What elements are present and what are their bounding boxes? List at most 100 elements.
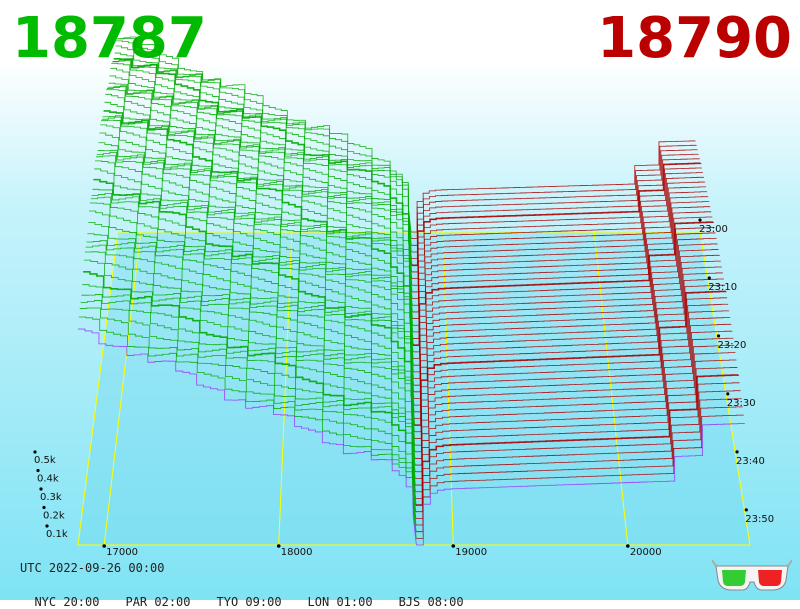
timezone-tyo: TYO 09:00 bbox=[216, 595, 282, 609]
ask-depth-line bbox=[411, 162, 702, 267]
ask-depth-line bbox=[411, 176, 705, 286]
ask-depth-line bbox=[414, 284, 725, 419]
ask-depth-line bbox=[416, 414, 744, 539]
ask-depth-line bbox=[412, 216, 713, 339]
ask-depth-line bbox=[411, 167, 702, 273]
bid-depth-line bbox=[114, 52, 412, 259]
bid-depth-line bbox=[88, 221, 416, 466]
bid-depth-line bbox=[115, 45, 412, 253]
time-tick-label: 23:10 bbox=[708, 282, 737, 293]
chart-frame bbox=[77, 231, 751, 546]
bid-depth-line bbox=[111, 63, 413, 286]
ask-depth-line bbox=[413, 232, 716, 359]
bid-depth-line bbox=[112, 59, 413, 272]
ask-depth-line bbox=[412, 191, 708, 306]
bid-depth-line bbox=[78, 316, 417, 539]
bid-depth-line bbox=[96, 152, 415, 399]
ask-depth-line bbox=[414, 278, 724, 413]
volume-tick-label: 0.3k bbox=[40, 492, 62, 503]
bid-depth-line bbox=[84, 251, 416, 492]
ask-depth-line bbox=[414, 297, 728, 433]
ask-depth-line bbox=[412, 186, 707, 299]
ask-depth-line bbox=[413, 249, 719, 379]
ask-depth-line bbox=[412, 206, 711, 326]
time-tick-label: 23:00 bbox=[699, 224, 728, 235]
ask-depth-line bbox=[411, 153, 699, 253]
timezone-list: NYC 20:00 PAR 02:00 TYO 09:00 LON 01:00 BJS … bbox=[20, 581, 490, 609]
bid-depth-line bbox=[101, 116, 414, 359]
timezone-nyc: NYC 20:00 bbox=[34, 595, 100, 609]
ask-depth-series bbox=[411, 140, 745, 546]
bid-depth-line bbox=[100, 124, 414, 372]
ask-depth-line bbox=[415, 359, 737, 493]
ask-depth-line bbox=[411, 158, 700, 260]
bid-depth-series bbox=[78, 36, 417, 546]
ask-depth-line bbox=[414, 317, 731, 453]
ask-depth-line bbox=[413, 227, 715, 353]
bid-depth-line bbox=[100, 119, 414, 366]
volume-tick-label: 0.5k bbox=[34, 455, 56, 466]
price-tick-label: 17000 bbox=[106, 547, 138, 558]
volume-tick-mark bbox=[36, 468, 40, 473]
volume-tick-label: 0.4k bbox=[37, 474, 59, 485]
time-tick-mark bbox=[726, 392, 730, 396]
ask-depth-line bbox=[415, 374, 740, 506]
ask-depth-line bbox=[411, 144, 697, 240]
ask-depth-line bbox=[413, 243, 718, 373]
axis-labels: 17000 18000 19000 20000 0.1k 0.2k 0.3k 0.4k 0.5k… bbox=[33, 218, 774, 558]
3d-glasses-icon[interactable] bbox=[712, 558, 792, 596]
bid-depth-line bbox=[106, 89, 414, 326]
volume-tick-label: 0.1k bbox=[46, 529, 68, 540]
ask-depth-line bbox=[412, 196, 709, 313]
bid-depth-line bbox=[105, 93, 414, 332]
ask-depth-line bbox=[413, 266, 722, 399]
ask-depth-line bbox=[412, 221, 714, 347]
bid-depth-line bbox=[102, 115, 414, 352]
floor-frame bbox=[77, 231, 751, 546]
price-tick-mark bbox=[451, 544, 456, 548]
utc-time: UTC 2022-09-26 00:00 bbox=[20, 561, 165, 575]
bid-depth-line bbox=[109, 75, 413, 299]
ask-depth-line bbox=[415, 390, 741, 519]
price-tick-label: 18000 bbox=[281, 547, 313, 558]
timezone-bjs: BJS 08:00 bbox=[398, 595, 464, 609]
ask-depth-line bbox=[412, 201, 710, 319]
ask-depth-line bbox=[412, 211, 712, 333]
price-gridline bbox=[278, 231, 293, 546]
ask-depth-line bbox=[414, 303, 729, 439]
bid-depth-line bbox=[98, 142, 415, 386]
ask-depth-line bbox=[411, 149, 698, 246]
timezone-lon: LON 01:00 bbox=[307, 595, 373, 609]
bid-depth-line bbox=[108, 82, 413, 306]
bid-depth-line bbox=[91, 193, 415, 439]
bid-depth-line bbox=[83, 271, 417, 506]
ask-depth-line bbox=[416, 398, 742, 526]
ask-depth-line bbox=[414, 310, 730, 446]
bid-depth-line bbox=[89, 210, 416, 459]
ask-depth-line bbox=[414, 290, 727, 426]
price-gridline bbox=[103, 231, 142, 546]
volume-tick-mark bbox=[45, 524, 49, 528]
bid-depth-line bbox=[83, 259, 416, 499]
ask-depth-line bbox=[415, 367, 738, 499]
bid-depth-line bbox=[112, 60, 413, 279]
bid-depth-line bbox=[79, 307, 417, 532]
bid-depth-line bbox=[95, 160, 415, 412]
ask-depth-line bbox=[413, 238, 717, 366]
ask-depth-line bbox=[411, 140, 696, 233]
ask-price: 18790 bbox=[597, 6, 792, 71]
bid-depth-line bbox=[78, 328, 417, 546]
ask-depth-line bbox=[413, 272, 723, 406]
bid-depth-line bbox=[92, 188, 415, 432]
ask-depth-line bbox=[414, 323, 732, 459]
bid-depth-line bbox=[94, 168, 415, 419]
ask-depth-line bbox=[413, 260, 721, 393]
bid-depth-line bbox=[104, 101, 414, 339]
bid-depth-line bbox=[95, 155, 415, 406]
floor-plane bbox=[78, 232, 750, 545]
bid-depth-line bbox=[81, 294, 417, 519]
time-tick-label: 23:40 bbox=[736, 456, 765, 467]
chart-floor bbox=[78, 232, 750, 545]
time-tick-label: 23:30 bbox=[727, 398, 756, 409]
bid-depth-line bbox=[87, 233, 416, 472]
